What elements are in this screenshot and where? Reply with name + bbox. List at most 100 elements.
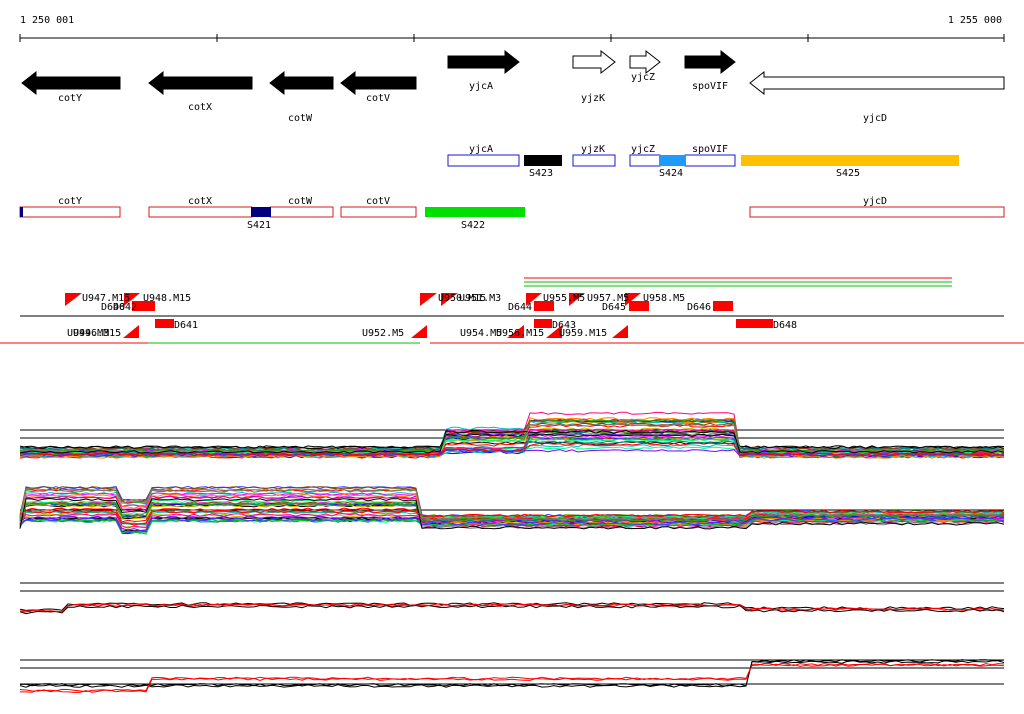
feature-label-U958: U958.M5 [643,293,685,304]
feature-marker[interactable] [441,293,458,306]
feature-label-D644: D644 [508,302,532,313]
segment-label-S425: S425 [836,168,860,179]
feature-block[interactable] [713,301,733,311]
feature-label-D640: D640 [101,302,125,313]
feature-block[interactable] [155,319,174,328]
profile-line [19,493,1005,526]
segment-cotY-start [20,207,23,217]
summary-panel-reverse [19,659,1005,693]
profile-line [19,509,1005,526]
fwd-box-label-yjcZ: yjcZ [631,144,655,155]
gene-arrow-yjcD[interactable] [749,70,1005,96]
profile-line [19,442,1005,457]
feature-marker[interactable] [526,293,542,306]
feature-marker[interactable] [124,293,140,306]
fwd-box-yjcA[interactable] [447,154,520,167]
gene-track: cotY cotX cotW cotV yjcA yjzK yjcZ spoVI… [21,49,1005,124]
fwd-box-label-yjcA: yjcA [469,144,493,155]
gene-arrow-yjcZ[interactable] [629,49,661,75]
profile-line [19,662,1005,693]
gene-label-yjcZ: yjcZ [631,72,655,83]
feature-marker[interactable] [612,325,628,338]
gene-label-cotV: cotV [366,93,390,104]
rev-box-cotX[interactable] [148,206,253,218]
gene-label-cotX: cotX [188,102,212,113]
feature-marker[interactable] [411,325,427,338]
feature-label-U959: U959.M15 [559,328,607,339]
rev-box-cotW[interactable] [269,206,334,218]
feature-label-U954: U954.M5 [460,328,502,339]
feature-marker[interactable] [569,293,585,306]
feature-block[interactable] [736,319,773,328]
rev-box-label-cotX: cotX [188,196,212,207]
feature-label-D648: D648 [773,320,797,331]
reverse-segment-track: cotY cotX cotW cotV yjcD S421 S422 [19,196,1005,231]
gene-arrow-yjzK[interactable] [572,49,616,75]
feature-label-U951: U951.M3 [459,293,501,304]
gene-arrow-cotW[interactable] [269,70,334,96]
feature-block[interactable] [132,301,155,311]
profile-line [19,430,1005,454]
profile-line [19,660,1005,688]
profile-line [19,497,1005,530]
feature-marker[interactable] [65,293,82,306]
feature-marker[interactable] [546,325,562,338]
fwd-box-yjcZ[interactable] [629,154,661,167]
feature-track: U947.M15 D640 D642 U948.M15 U950.M15 U95… [0,277,1024,344]
profile-line [19,603,1005,613]
feature-label-U955: U955.M5 [543,293,585,304]
segment-S421[interactable] [251,207,271,217]
rev-box-cotV[interactable] [340,206,417,218]
gene-arrow-cotY[interactable] [21,70,121,96]
segment-S422[interactable] [425,207,525,217]
rev-box-yjcD[interactable] [749,206,1005,218]
profile-line [19,517,1005,533]
feature-block[interactable] [534,301,554,311]
gene-arrow-yjcA[interactable] [447,49,520,75]
fwd-box-yjzK[interactable] [572,154,616,167]
profile-panel-reverse [19,485,1005,535]
segment-S424[interactable] [659,155,686,166]
feature-label-U947: U947.M15 [82,293,130,304]
segment-label-S422: S422 [461,220,485,231]
rev-box-label-cotV: cotV [366,196,390,207]
segment-label-S424: S424 [659,168,683,179]
feature-label-D641: D641 [174,320,198,331]
feature-block[interactable] [534,319,552,328]
feature-marker[interactable] [507,325,524,338]
fwd-box-spoVIF[interactable] [684,154,736,167]
profile-lines [19,485,1005,535]
gene-arrow-cotX[interactable] [148,70,253,96]
feature-label-U952: U952.M5 [362,328,404,339]
feature-label-U957: U957.M5 [587,293,629,304]
fwd-box-label-yjzK: yjzK [581,144,605,155]
profile-line [19,604,1005,615]
profile-lines [19,411,1005,459]
feature-marker[interactable] [123,325,139,338]
gene-label-spoVIF: spoVIF [692,81,728,92]
profile-line [19,501,1005,522]
profile-line [19,423,1005,453]
feature-label-D642: D642 [113,302,137,313]
feature-label-U950: U950.M15 [438,293,486,304]
feature-block[interactable] [629,301,649,311]
rev-box-label-cotW: cotW [288,196,313,207]
profile-line [19,602,1005,611]
feature-label-U948: U948.M15 [143,293,191,304]
forward-segment-track: yjcA yjzK yjcZ spoVIF S423 S424 S425 [447,144,959,179]
gene-label-yjcD: yjcD [863,113,887,124]
gene-label-cotY: cotY [58,93,82,104]
rev-box-cotY[interactable] [19,206,121,218]
gene-arrow-cotV[interactable] [340,70,417,96]
summary-panel-forward [19,582,1005,615]
rev-box-label-yjcD: yjcD [863,196,887,207]
gene-arrow-spoVIF[interactable] [684,49,736,75]
profile-line [19,433,1005,450]
segment-S423[interactable] [524,155,562,166]
feature-marker[interactable] [420,293,437,306]
rev-box-label-cotY: cotY [58,196,82,207]
segment-S425[interactable] [741,155,959,166]
ruler-end-label: 1 255 000 [948,15,1002,26]
profile-line [19,499,1005,520]
